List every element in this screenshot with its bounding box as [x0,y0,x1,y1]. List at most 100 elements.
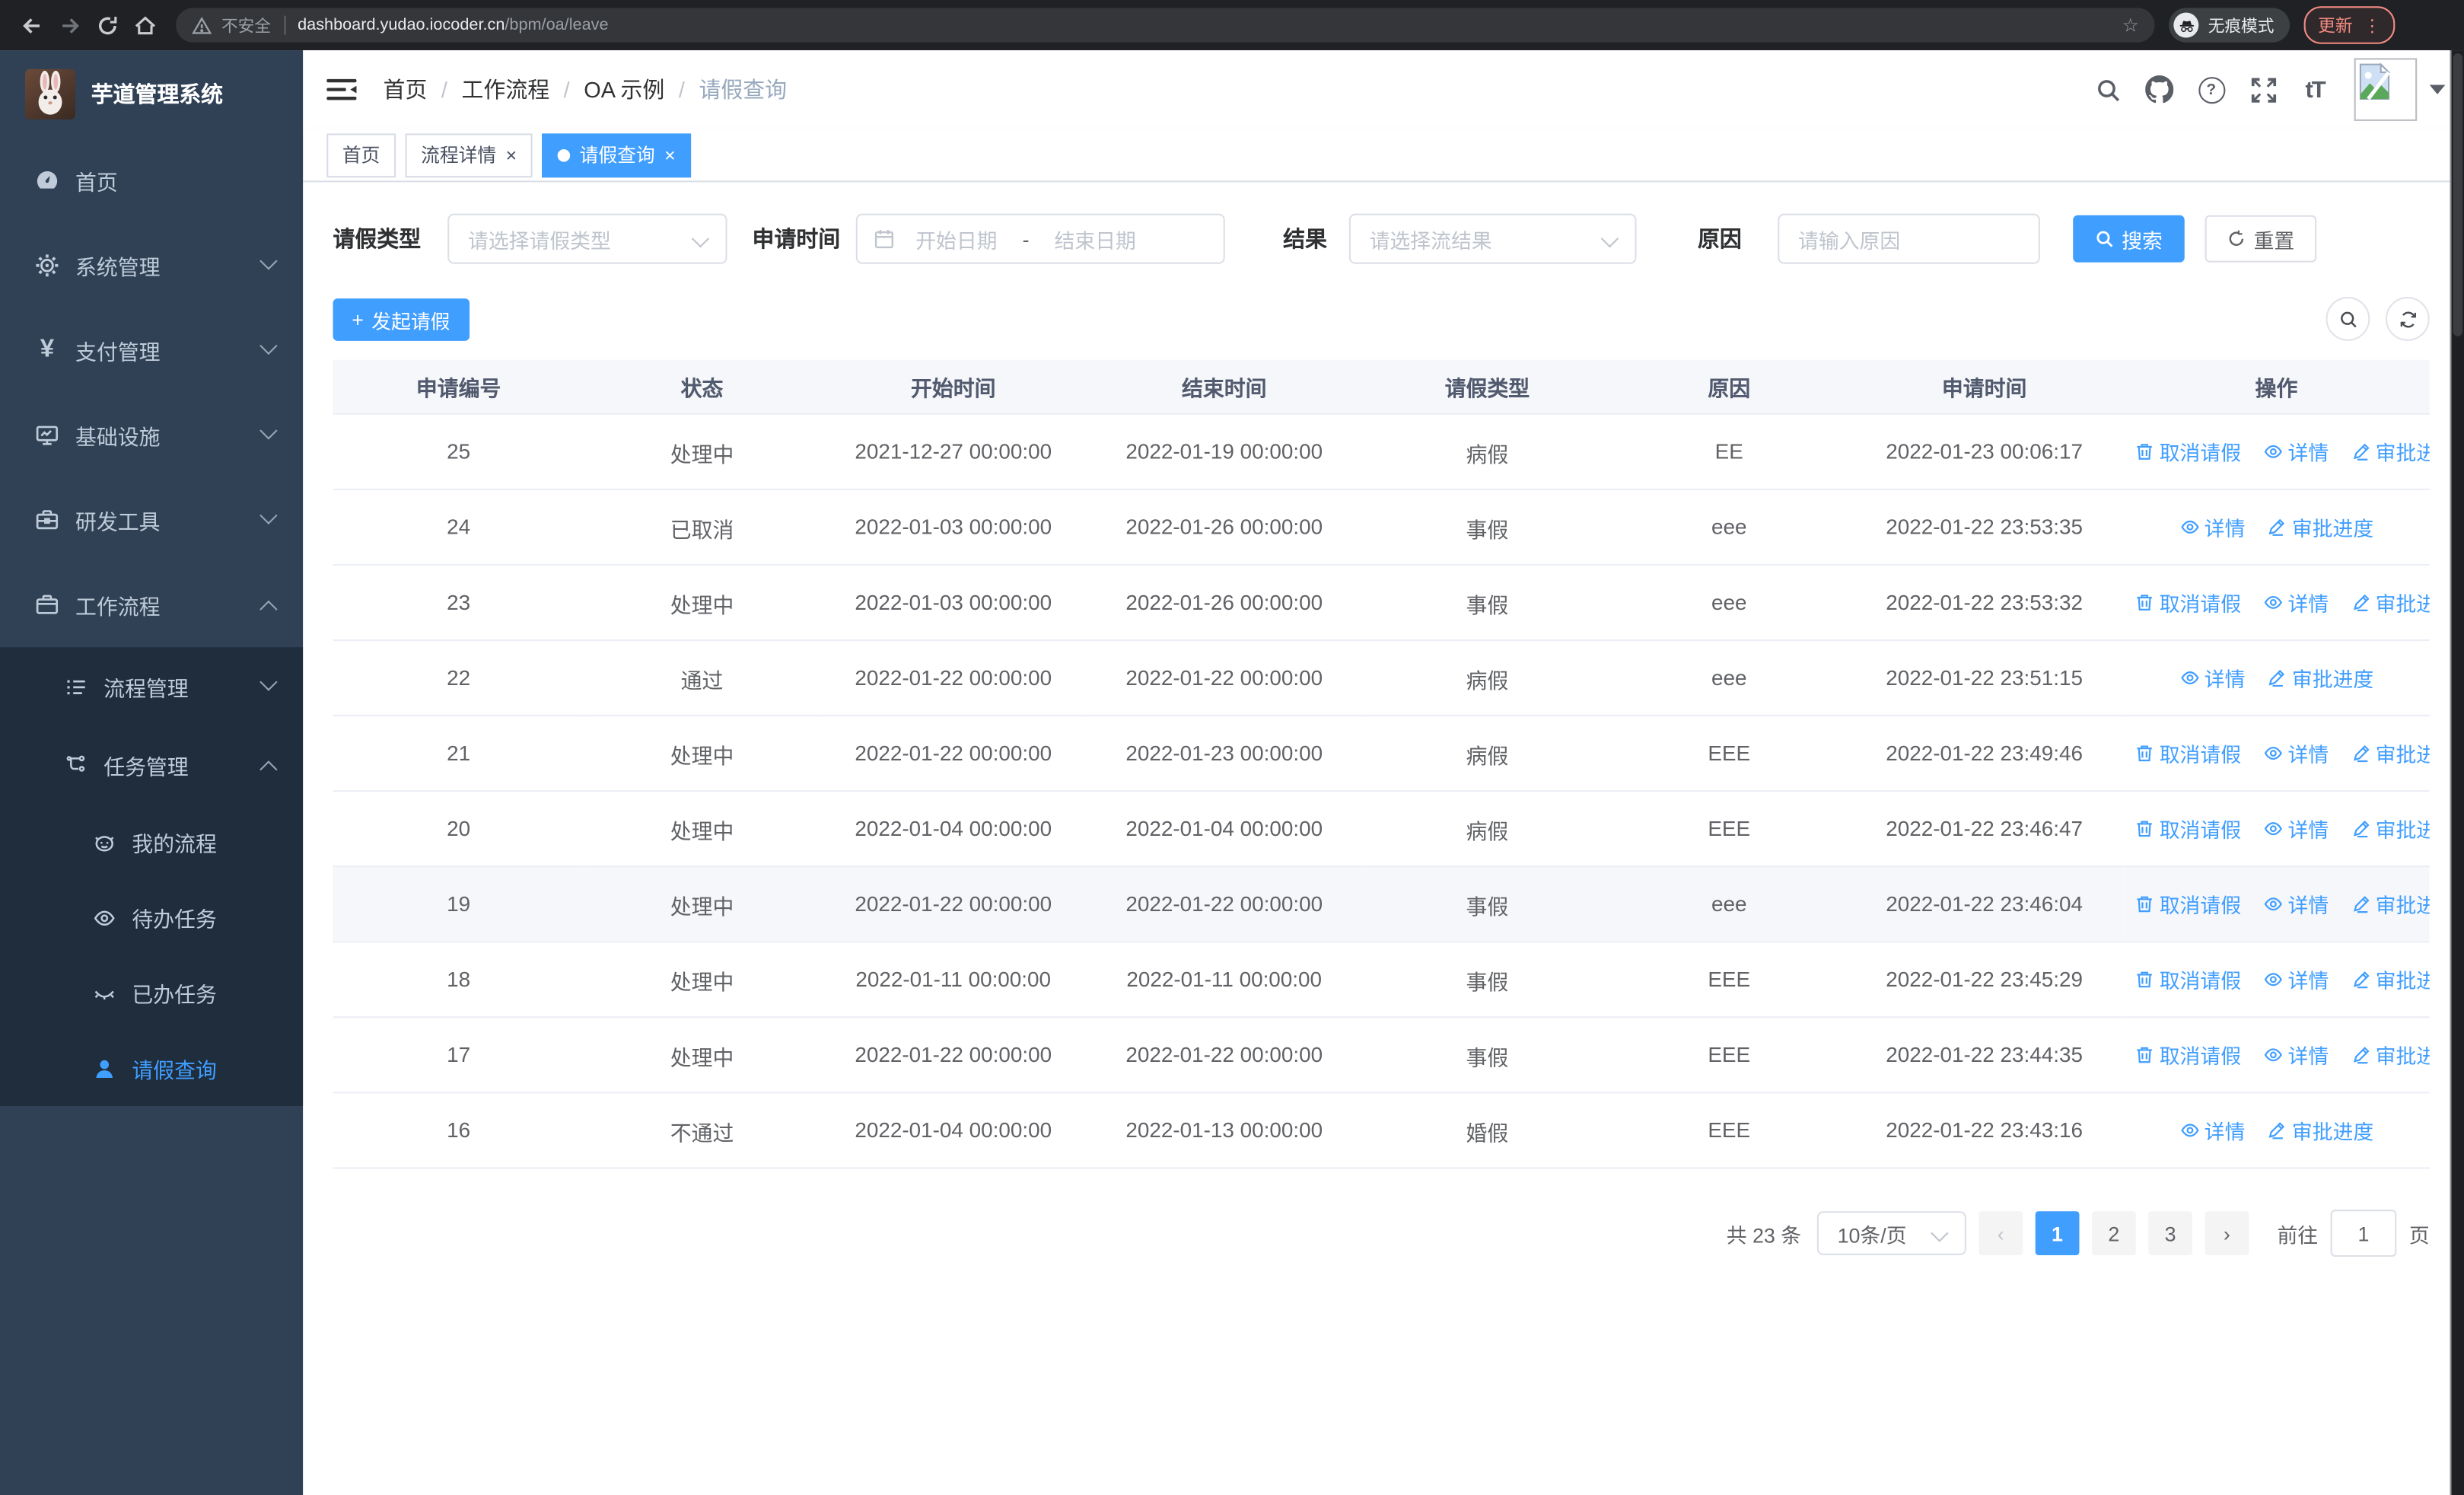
page-size-select[interactable]: 10条/页 [1816,1211,1966,1255]
close-icon[interactable]: × [664,143,676,166]
back-icon[interactable] [13,6,51,44]
search-button[interactable]: 搜索 [2073,215,2185,263]
sidebar-item-home[interactable]: 首页 [0,139,303,223]
sidebar-item-label: 待办任务 [132,907,217,932]
search-icon[interactable] [2087,69,2128,110]
sidebar-item-leave-query[interactable]: 请假查询 [0,1031,303,1106]
cell-leave-type: 病假 [1361,716,1613,792]
approval-progress-link[interactable]: 审批进度 [2351,738,2430,768]
detail-link[interactable]: 详情 [2179,512,2245,542]
cell-status: 处理中 [584,716,820,792]
filter-form: 请假类型 请选择请假类型 申请时间 开始日期 - 结束日期 结果 请选择流 [333,213,2430,264]
approval-progress-link[interactable]: 审批进度 [2267,512,2373,542]
reload-icon[interactable] [88,6,126,44]
reset-button[interactable]: 重置 [2205,215,2317,263]
user-menu-caret-icon[interactable] [2429,84,2446,94]
forward-icon[interactable] [50,6,88,44]
approval-progress-label: 审批进度 [2375,818,2430,843]
toggle-search-button[interactable] [2326,297,2370,341]
scrollbar-thumb[interactable] [2453,53,2463,336]
next-page-button[interactable]: › [2205,1211,2249,1255]
avatar[interactable] [2354,58,2418,121]
cancel-leave-link[interactable]: 取消请假 [2135,964,2241,994]
bookmark-star-icon[interactable]: ☆ [2122,14,2139,37]
sidebar-item-process-mgmt[interactable]: 流程管理 [0,647,303,725]
leave-type-select[interactable]: 请选择请假类型 [447,213,727,264]
detail-link[interactable]: 详情 [2262,738,2329,768]
prev-page-button[interactable]: ‹ [1979,1211,2023,1255]
url-host[interactable]: dashboard.yudao.iocoder.cn [298,15,505,35]
cell-end-time: 2022-01-22 00:00:00 [1087,866,1362,943]
close-icon[interactable]: × [505,143,517,166]
font-size-icon[interactable]: tT [2294,69,2335,110]
goto-page-input[interactable] [2330,1210,2397,1258]
breadcrumb-item[interactable]: 工作流程 [461,77,550,103]
sidebar-item-payment[interactable]: ¥ 支付管理 [0,308,303,393]
page-button-3[interactable]: 3 [2148,1211,2193,1255]
breadcrumb-item[interactable]: 首页 [383,77,428,103]
detail-link[interactable]: 详情 [2262,889,2329,919]
home-icon[interactable] [126,6,164,44]
end-date-placeholder: 结束日期 [1054,228,1136,253]
create-leave-button[interactable]: + 发起请假 [333,298,470,340]
sidebar-item-workflow[interactable]: 工作流程 [0,563,303,647]
cell-end-time: 2022-01-23 00:00:00 [1087,716,1362,792]
app-logo[interactable]: 芋道管理系统 [0,50,303,139]
help-icon[interactable]: ? [2191,69,2232,110]
cancel-leave-label: 取消请假 [2159,441,2242,465]
sidebar-collapse-icon[interactable] [326,74,358,105]
fullscreen-icon[interactable] [2243,69,2284,110]
approval-progress-link[interactable]: 审批进度 [2351,814,2430,843]
page-button-1[interactable]: 1 [2035,1211,2080,1255]
address-bar[interactable]: 不安全 dashboard.yudao.iocoder.cn/bpm/oa/le… [176,8,2155,43]
approval-progress-link[interactable]: 审批进度 [2351,588,2430,617]
approval-progress-link[interactable]: 审批进度 [2351,437,2430,467]
sidebar-item-done-tasks[interactable]: 已办任务 [0,955,303,1031]
page-button-2[interactable]: 2 [2091,1211,2136,1255]
apply-time-range-picker[interactable]: 开始日期 - 结束日期 [855,213,1225,264]
tab-leave-query[interactable]: 请假查询 × [542,132,692,177]
eye-icon [2264,595,2282,609]
sidebar-item-devtools[interactable]: 研发工具 [0,477,303,562]
sidebar-item-todo-tasks[interactable]: 待办任务 [0,880,303,955]
tab-home[interactable]: 首页 [326,132,396,177]
approval-progress-link[interactable]: 审批进度 [2351,889,2430,919]
update-button[interactable]: 更新 ⋮ [2303,6,2396,44]
approval-progress-link[interactable]: 审批进度 [2267,663,2373,693]
chevron-down-icon [259,506,278,524]
detail-link[interactable]: 详情 [2179,663,2245,693]
approval-progress-link[interactable]: 审批进度 [2351,1040,2430,1069]
security-label[interactable]: 不安全 [221,16,272,36]
cancel-leave-link[interactable]: 取消请假 [2135,814,2241,843]
detail-link[interactable]: 详情 [2262,1040,2329,1069]
approval-progress-link[interactable]: 审批进度 [2351,964,2430,994]
detail-link[interactable]: 详情 [2262,964,2329,994]
cancel-leave-link[interactable]: 取消请假 [2135,1040,2241,1069]
reset-button-label: 重置 [2253,228,2295,253]
sidebar-item-task-mgmt[interactable]: 任务管理 [0,725,303,804]
approval-progress-link[interactable]: 审批进度 [2267,1115,2373,1145]
cancel-leave-link[interactable]: 取消请假 [2135,889,2241,919]
sidebar-item-my-process[interactable]: 我的流程 [0,805,303,880]
reason-input[interactable]: 请输入原因 [1778,213,2040,264]
refresh-icon [2229,230,2244,246]
breadcrumb-item[interactable]: OA 示例 [584,77,665,103]
tab-process-detail[interactable]: 流程详情 × [405,132,533,177]
sidebar-item-system[interactable]: 系统管理 [0,223,303,308]
detail-link[interactable]: 详情 [2262,588,2329,617]
person-icon [91,1056,116,1081]
page-scrollbar[interactable] [2450,50,2464,1495]
detail-link[interactable]: 详情 [2262,437,2329,467]
url-path[interactable]: /bpm/oa/leave [505,15,609,35]
cancel-leave-link[interactable]: 取消请假 [2135,437,2241,467]
github-icon[interactable] [2139,69,2180,110]
result-select[interactable]: 请选择流结果 [1348,213,1637,264]
detail-link[interactable]: 详情 [2262,814,2329,843]
detail-link[interactable]: 详情 [2179,1115,2245,1145]
cell-leave-type: 事假 [1361,564,1613,642]
cancel-leave-link[interactable]: 取消请假 [2135,588,2241,617]
browser-menu-icon[interactable]: ⋮ [2364,16,2381,36]
cancel-leave-link[interactable]: 取消请假 [2135,738,2241,768]
sidebar-item-infrastructure[interactable]: 基础设施 [0,393,303,477]
refresh-table-button[interactable] [2385,297,2430,341]
